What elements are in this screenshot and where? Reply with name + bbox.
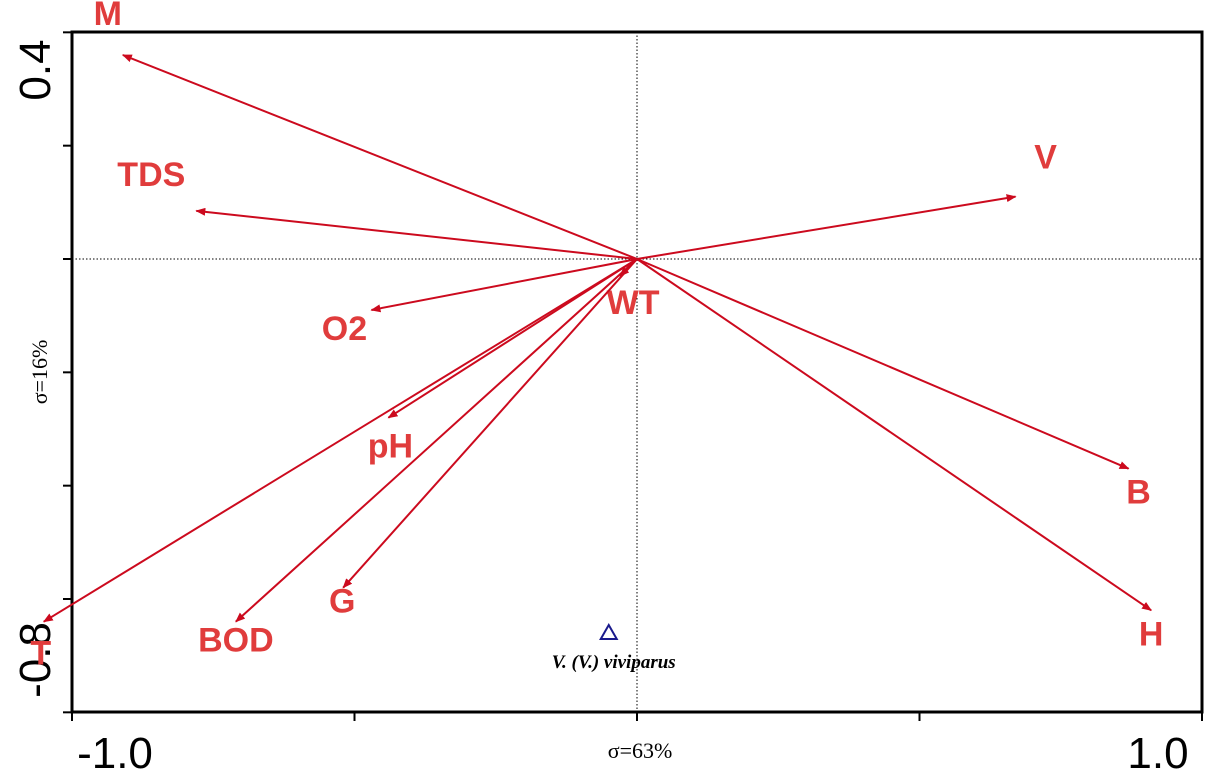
species-group: V. (V.) viviparus	[552, 622, 676, 673]
vector-arrow-b	[636, 258, 1130, 470]
vector-label-h: H	[1139, 615, 1164, 653]
vector-label-m: M	[94, 0, 122, 33]
vector-arrow-bod	[235, 258, 638, 623]
vector-label-ph: pH	[368, 428, 413, 466]
y-tick-label-max: 0.4	[11, 39, 60, 100]
vector-arrow-v	[636, 194, 1017, 260]
vector-arrow-g	[342, 258, 638, 589]
vector-label-wt: WT	[607, 284, 660, 322]
x-tick-label-min: -1.0	[77, 729, 153, 773]
x-tick-label-max: 1.0	[1127, 729, 1188, 773]
vector-label-tds: TDS	[117, 156, 185, 194]
y-axis-ticks	[63, 31, 72, 714]
vector-arrow-tds	[195, 207, 638, 260]
vector-label-b: B	[1126, 474, 1151, 512]
species-label: V. (V.) viviparus	[552, 652, 676, 673]
vector-group: M TDS V O2 WT pH B H G BOD T	[30, 0, 1163, 673]
vector-label-bod: BOD	[198, 622, 274, 660]
vector-arrow-m	[121, 54, 638, 260]
species-marker	[599, 622, 619, 640]
vector-arrow-h	[636, 258, 1152, 612]
x-axis-title: σ=63%	[608, 738, 673, 763]
vector-label-g: G	[329, 583, 355, 621]
y-tick-label-min: -0.8	[11, 622, 60, 698]
y-axis-title: σ=16%	[27, 340, 52, 405]
vector-label-t: T	[30, 635, 51, 673]
x-axis-ticks	[71, 712, 1203, 721]
vector-arrow-t	[42, 258, 638, 623]
vector-arrow-o2	[370, 258, 638, 313]
vector-label-o2: O2	[322, 310, 367, 348]
vector-label-v: V	[1034, 139, 1057, 177]
